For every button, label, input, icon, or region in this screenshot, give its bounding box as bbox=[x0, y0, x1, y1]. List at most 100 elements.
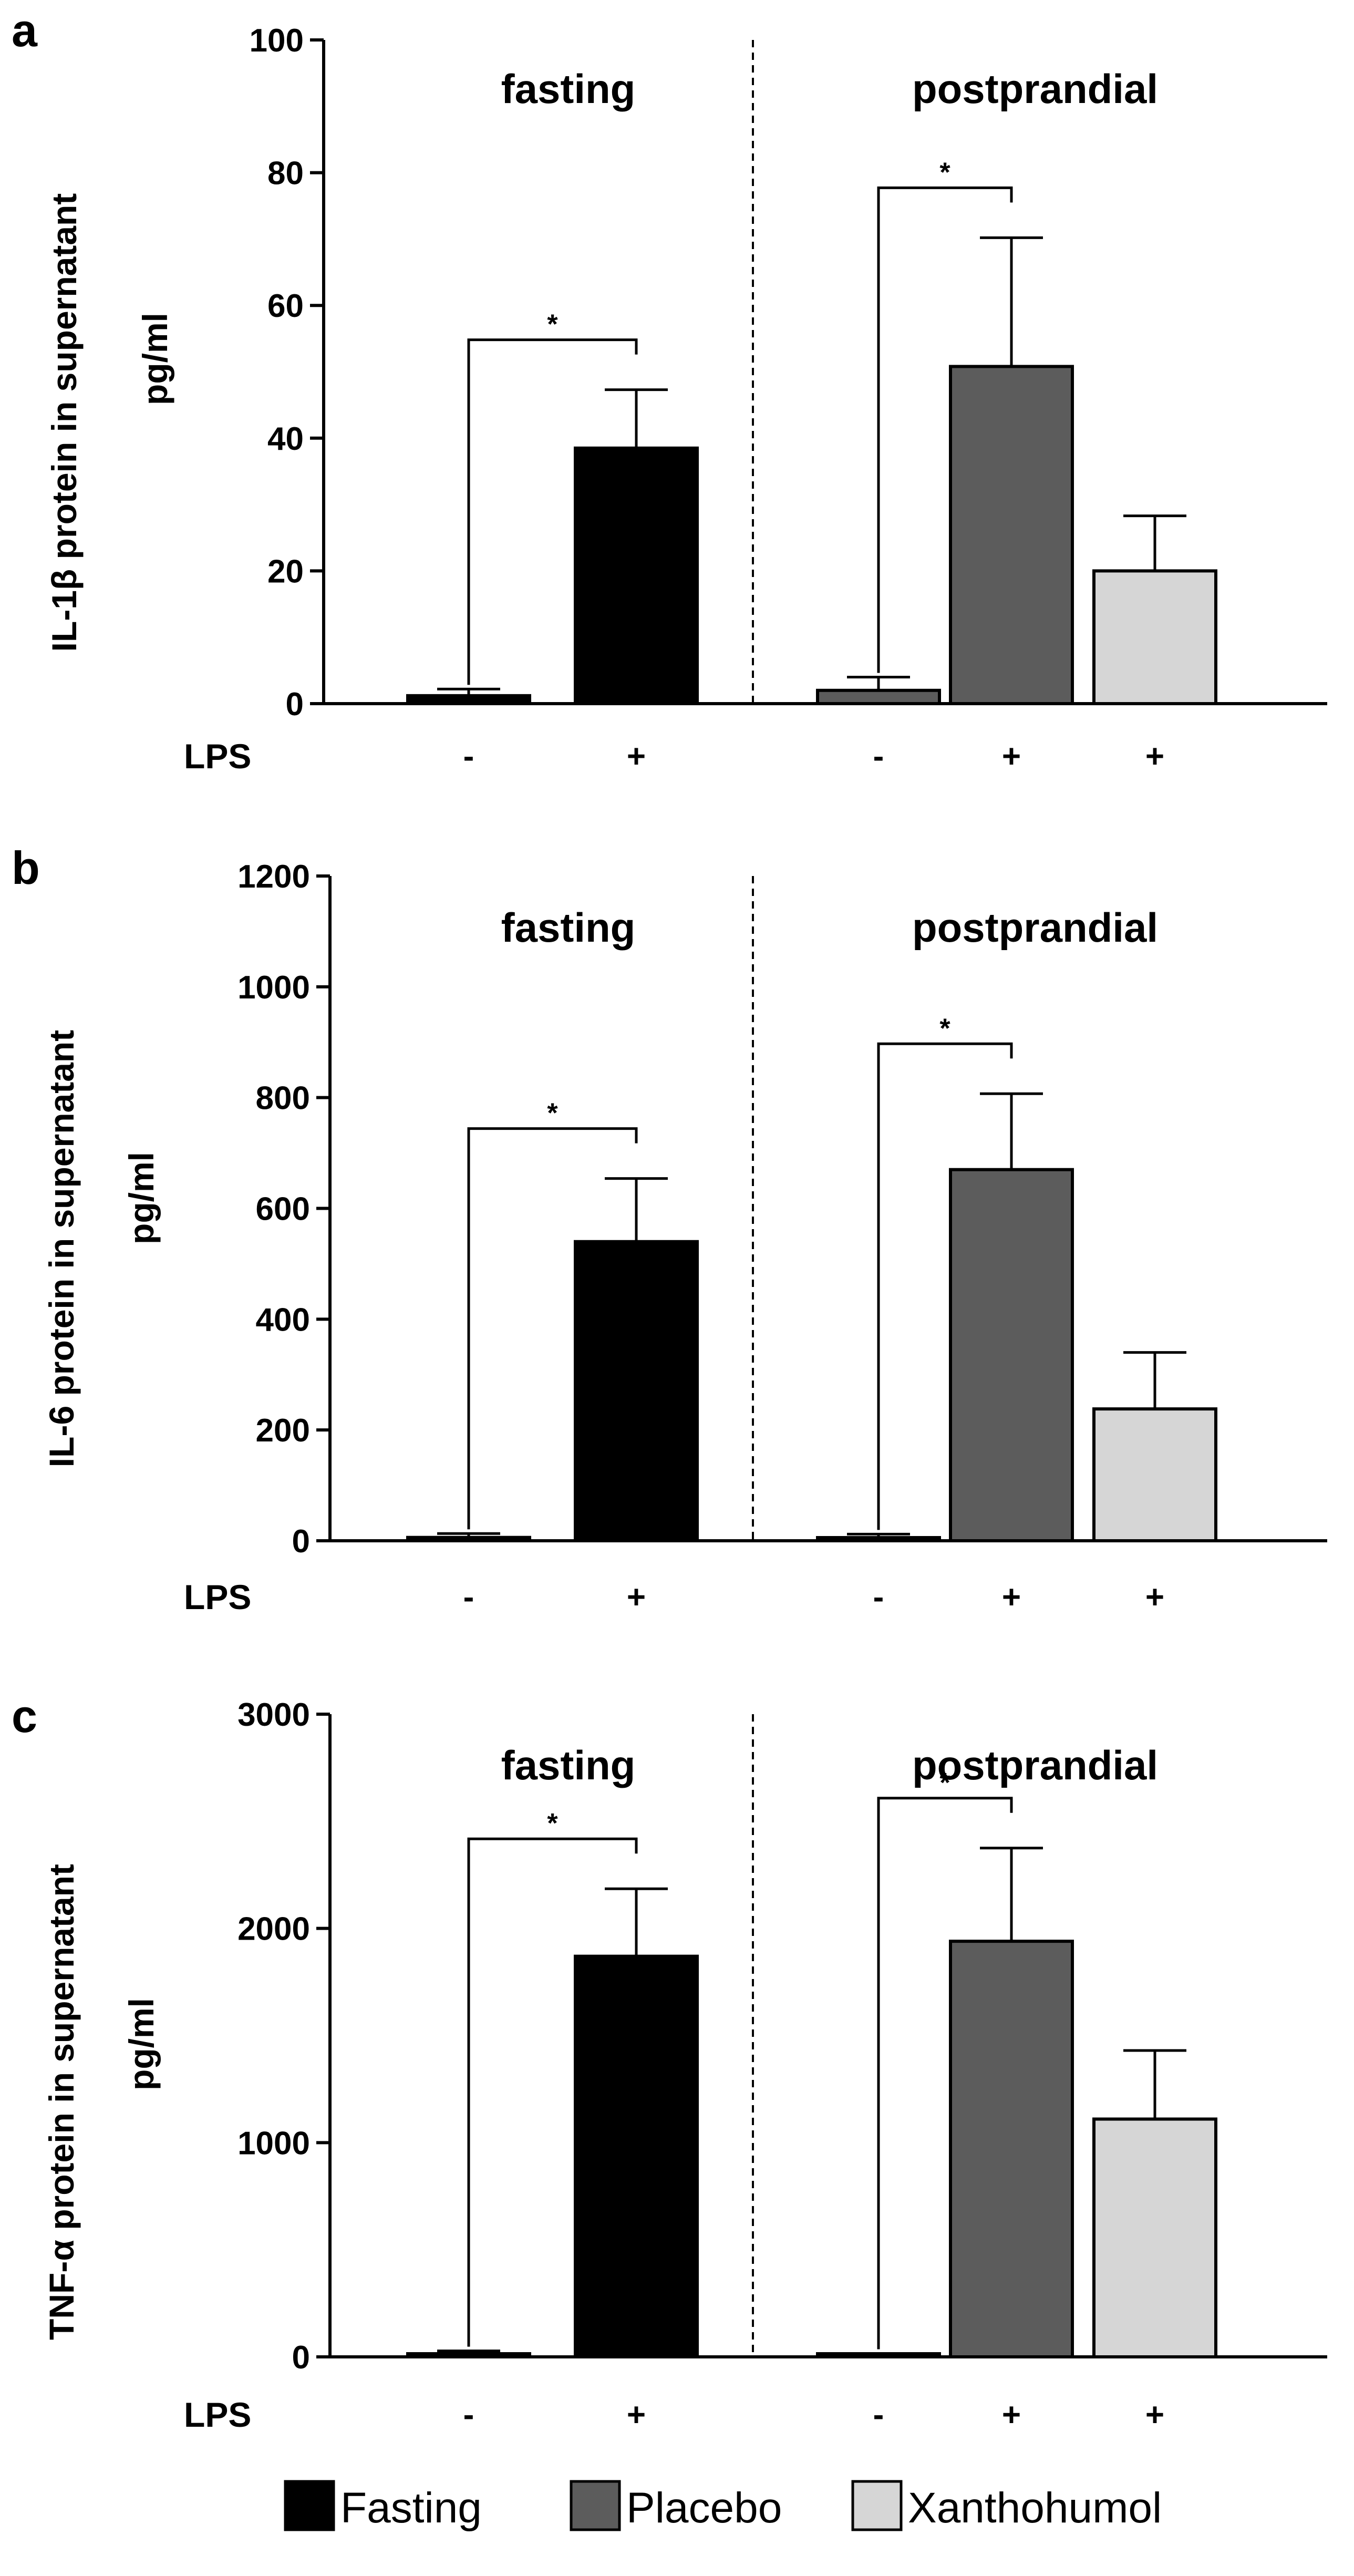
lps-sign: - bbox=[873, 738, 884, 775]
lps-sign: + bbox=[1002, 1579, 1021, 1615]
panel-c-chart: c TNF-α protein in supernatant pg/ml 0 10… bbox=[12, 1690, 1327, 2434]
y-tick-label: 600 bbox=[256, 1191, 310, 1228]
legend: Fasting Placebo Xanthohumol bbox=[284, 2480, 1162, 2532]
group-label-postprandial-b: postprandial bbox=[912, 904, 1158, 951]
panel-label-b: b bbox=[12, 842, 40, 894]
lps-row-label-b: LPS bbox=[184, 1578, 251, 1616]
y-axis-unit-b: pg/ml bbox=[122, 1152, 161, 1244]
significance-star: * bbox=[547, 1098, 558, 1129]
bars-c bbox=[406, 1940, 1217, 2359]
bar-placebo-lpsneg bbox=[816, 2352, 941, 2358]
y-tick-label: 200 bbox=[256, 1413, 310, 1449]
bar-placebo-lpspos bbox=[949, 365, 1074, 705]
y-tick-label: 1000 bbox=[237, 970, 310, 1006]
lps-sign: - bbox=[873, 2397, 884, 2433]
significance-star: * bbox=[547, 310, 558, 340]
significance-bracket bbox=[467, 1127, 638, 1530]
lps-row-label-a: LPS bbox=[184, 737, 251, 776]
lps-signs-c: - + - + + bbox=[463, 2397, 1164, 2433]
error-bars-c bbox=[437, 1847, 1186, 2356]
lps-sign: + bbox=[1002, 738, 1021, 775]
significance-brackets-b: ** bbox=[467, 1013, 1013, 1530]
lps-sign: + bbox=[627, 2397, 646, 2433]
y-axis-label-c: TNF-α protein in supernatant bbox=[42, 1864, 81, 2340]
bar-fasting-lpsneg bbox=[406, 694, 531, 705]
significance-bracket bbox=[467, 338, 638, 685]
lps-signs-a: - + - + + bbox=[463, 738, 1164, 775]
lps-row-label-c: LPS bbox=[184, 2395, 251, 2434]
significance-star: * bbox=[939, 157, 950, 188]
lps-sign: + bbox=[1145, 1579, 1164, 1615]
bar-placebo-lpspos bbox=[949, 1940, 1074, 2359]
legend-label-xanthohumol: Xanthohumol bbox=[908, 2484, 1162, 2532]
bar-placebo-lpsneg bbox=[816, 1536, 941, 1542]
significance-bracket bbox=[877, 1042, 1013, 1530]
panel-label-c: c bbox=[12, 1690, 37, 1742]
y-tick-label: 60 bbox=[267, 288, 304, 324]
group-label-postprandial-c: postprandial bbox=[912, 1742, 1158, 1788]
lps-sign: + bbox=[1145, 738, 1164, 775]
group-label-postprandial-a: postprandial bbox=[912, 66, 1158, 112]
y-axis-label-b: IL-6 protein in supernatant bbox=[42, 1030, 81, 1467]
y-tick-label: 1200 bbox=[237, 859, 310, 895]
legend-swatch-xanthohumol bbox=[851, 2480, 903, 2531]
significance-bracket bbox=[877, 1797, 1013, 2350]
significance-star: * bbox=[547, 1808, 558, 1839]
group-label-fasting-a: fasting bbox=[501, 66, 636, 112]
lps-sign: + bbox=[1002, 2397, 1021, 2433]
y-tick-label: 1000 bbox=[237, 2125, 310, 2161]
bar-placebo-lpspos bbox=[949, 1168, 1074, 1542]
y-tick-label: 0 bbox=[286, 686, 304, 723]
y-axis-unit-c: pg/ml bbox=[122, 1998, 161, 2090]
legend-swatch-placebo bbox=[570, 2480, 621, 2531]
bar-fasting-lpspos bbox=[574, 1240, 699, 1542]
panel-a-chart: a IL-1β protein in supernatant pg/ml 0 20… bbox=[12, 4, 1327, 776]
bar-placebo-lpsneg bbox=[816, 688, 941, 705]
y-tick-label: 40 bbox=[267, 421, 304, 457]
y-tick-label: 80 bbox=[267, 156, 304, 192]
y-tick-label: 3000 bbox=[237, 1697, 310, 1733]
lps-sign: - bbox=[873, 1579, 884, 1615]
significance-star: * bbox=[939, 1768, 950, 1798]
bars-b bbox=[406, 1168, 1217, 1543]
legend-swatch-fasting bbox=[284, 2480, 335, 2531]
significance-bracket bbox=[877, 186, 1013, 673]
y-ticks-a: 0 20 40 60 80 100 bbox=[250, 23, 324, 723]
legend-label-fasting: Fasting bbox=[340, 2484, 482, 2532]
y-tick-label: 400 bbox=[256, 1302, 310, 1338]
y-axis-unit-a: pg/ml bbox=[136, 313, 174, 405]
bars-a bbox=[406, 365, 1217, 706]
bar-fasting-lpspos bbox=[574, 1954, 699, 2358]
error-bars-a bbox=[437, 236, 1186, 696]
bar-fasting-lpsneg bbox=[406, 1536, 531, 1543]
significance-star: * bbox=[939, 1013, 950, 1044]
lps-sign: - bbox=[463, 2397, 474, 2433]
y-tick-label: 800 bbox=[256, 1080, 310, 1117]
lps-sign: - bbox=[463, 1579, 474, 1615]
significance-bracket bbox=[467, 1837, 638, 2347]
bar-fasting-lpsneg bbox=[406, 2352, 531, 2358]
lps-sign: + bbox=[1145, 2397, 1164, 2433]
y-axis-label-a: IL-1β protein in supernatant bbox=[45, 193, 84, 652]
lps-signs-b: - + - + + bbox=[463, 1579, 1164, 1615]
y-tick-label: 2000 bbox=[237, 1911, 310, 1948]
lps-sign: + bbox=[627, 1579, 646, 1615]
significance-brackets-c: ** bbox=[467, 1768, 1013, 2350]
group-label-fasting-c: fasting bbox=[501, 1742, 636, 1788]
bar-xanthohumol-lpspos bbox=[1092, 2117, 1217, 2358]
bar-xanthohumol-lpspos bbox=[1092, 569, 1217, 706]
y-ticks-b: 0 200 400 600 800 1000 1200 bbox=[237, 859, 330, 1560]
panel-label-a: a bbox=[12, 4, 38, 56]
y-tick-label: 20 bbox=[267, 553, 304, 590]
group-label-fasting-b: fasting bbox=[501, 904, 636, 951]
bar-xanthohumol-lpspos bbox=[1092, 1407, 1217, 1543]
bar-fasting-lpspos bbox=[574, 446, 699, 705]
lps-sign: + bbox=[627, 738, 646, 775]
legend-label-placebo: Placebo bbox=[626, 2484, 782, 2532]
panel-b-chart: b IL-6 protein in supernatant pg/ml 0 200… bbox=[12, 842, 1327, 1616]
error-bars-b bbox=[437, 1092, 1186, 1538]
y-tick-label: 100 bbox=[250, 23, 304, 59]
y-ticks-c: 0 1000 2000 3000 bbox=[237, 1697, 330, 2376]
y-tick-label: 0 bbox=[292, 2340, 310, 2376]
